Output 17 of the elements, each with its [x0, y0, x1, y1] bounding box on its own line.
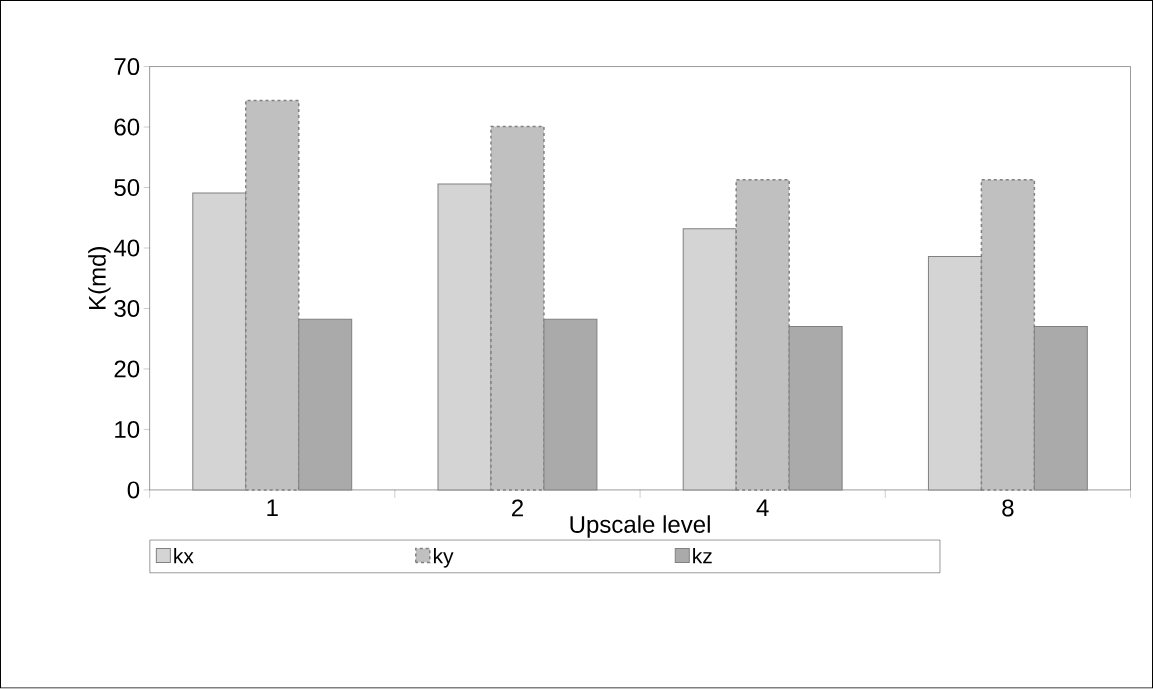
- y-tick-label: 20: [114, 360, 140, 378]
- legend-label: ky: [433, 548, 454, 568]
- y-tick-label: 0: [127, 481, 140, 499]
- y-tick-label: 70: [114, 58, 140, 76]
- y-tick-label: 30: [114, 300, 140, 318]
- legend-label: kx: [174, 548, 194, 564]
- x-tick-label: 1: [267, 499, 278, 517]
- x-axis-title: Upscale level: [570, 515, 710, 538]
- y-tick-label: 40: [113, 239, 140, 257]
- legend-label: kz: [693, 548, 712, 564]
- y-tick-label: 50: [114, 179, 140, 197]
- x-tick-label: 4: [756, 499, 769, 517]
- x-tick-label: 2: [511, 499, 523, 517]
- y-axis-title: K(md): [88, 247, 111, 310]
- x-tick-label: 8: [1002, 499, 1014, 517]
- y-tick-label: 10: [115, 421, 140, 439]
- y-tick-label: 60: [114, 118, 140, 136]
